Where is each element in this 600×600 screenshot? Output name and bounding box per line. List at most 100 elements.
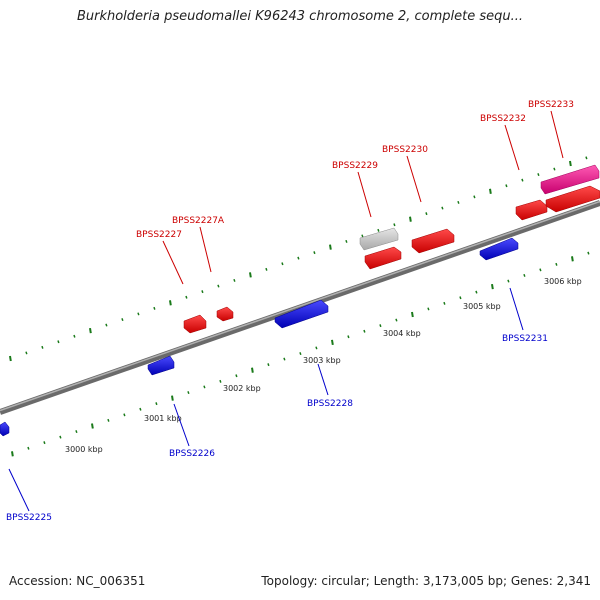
tick-mark xyxy=(281,262,284,266)
tick-mark xyxy=(425,212,428,216)
tick-mark xyxy=(379,324,382,328)
forward-gene-BPSS2229-b[interactable] xyxy=(364,246,402,270)
forward-gene-BPSS2233-b[interactable] xyxy=(545,185,600,213)
tick-mark xyxy=(347,335,350,339)
tick-mark xyxy=(297,256,300,260)
tick-mark xyxy=(201,290,204,294)
tick-mark xyxy=(329,244,332,250)
tick-mark xyxy=(377,228,380,232)
tick-mark xyxy=(185,295,188,299)
tick-mark xyxy=(363,329,366,333)
tick-mark xyxy=(9,355,12,362)
tick-mark xyxy=(427,307,430,311)
tick-mark xyxy=(459,296,462,300)
tick-mark xyxy=(331,339,334,346)
tick-mark xyxy=(153,306,156,310)
tick-mark xyxy=(521,178,524,182)
tick-mark xyxy=(203,385,206,389)
genome-summary-text: Topology: circular; Length: 3,173,005 bp… xyxy=(261,574,591,588)
scale-label-3002: 3002 kbp xyxy=(223,384,261,393)
tick-mark xyxy=(233,278,236,282)
chromosome-backbone xyxy=(0,200,600,415)
scale-label-3006: 3006 kbp xyxy=(544,277,582,286)
tick-mark xyxy=(267,363,270,367)
tick-mark xyxy=(443,301,446,305)
tick-mark xyxy=(27,446,30,450)
tick-mark xyxy=(523,273,526,277)
gene-label-BPSS2233[interactable]: BPSS2233 xyxy=(528,100,574,110)
gene-label-BPSS2226[interactable]: BPSS2226 xyxy=(169,449,215,459)
scale-label-3004: 3004 kbp xyxy=(383,329,421,338)
tick-mark xyxy=(235,374,238,378)
pseudo-gene-BPSS2229[interactable] xyxy=(359,227,399,251)
tick-mark xyxy=(169,300,172,306)
tick-mark xyxy=(91,423,94,429)
tick-mark xyxy=(11,451,14,457)
tick-mark xyxy=(585,156,588,160)
tick-mark xyxy=(43,441,46,445)
reverse-tick-track xyxy=(11,251,590,457)
tick-mark xyxy=(395,318,398,322)
tick-mark xyxy=(155,402,158,406)
tick-mark xyxy=(59,435,62,439)
reverse-gene-BPSS2231[interactable] xyxy=(479,237,519,261)
tick-mark xyxy=(345,239,348,243)
tick-mark xyxy=(187,391,190,395)
label-leader-lines xyxy=(8,110,564,512)
gene-label-BPSS2228[interactable]: BPSS2228 xyxy=(307,399,353,409)
tick-mark xyxy=(73,334,76,338)
forward-gene-BPSS2232[interactable] xyxy=(515,199,548,221)
forward-gene-BPSS2227A[interactable] xyxy=(216,306,234,322)
tick-mark xyxy=(217,284,220,288)
tick-mark xyxy=(441,206,444,210)
tick-mark xyxy=(105,323,108,327)
forward-gene-BPSS2230[interactable] xyxy=(411,228,455,254)
accession-text: Accession: NC_006351 xyxy=(9,574,146,588)
tick-mark xyxy=(587,251,590,255)
gene-label-BPSS2225[interactable]: BPSS2225 xyxy=(6,513,52,523)
gene-label-BPSS2227[interactable]: BPSS2227 xyxy=(136,230,182,240)
tick-mark xyxy=(489,188,492,194)
tick-mark xyxy=(171,395,174,401)
reverse-gene-BPSS2226[interactable] xyxy=(147,355,175,376)
tick-mark xyxy=(473,195,476,199)
tick-mark xyxy=(393,223,396,227)
tick-mark xyxy=(283,357,286,361)
tick-mark xyxy=(219,379,222,383)
tick-mark xyxy=(89,327,92,334)
gene-label-BPSS2232[interactable]: BPSS2232 xyxy=(480,114,526,124)
tick-mark xyxy=(569,160,572,167)
rna-gene-BPSS2233[interactable] xyxy=(540,164,600,195)
forward-gene-BPSS2227[interactable] xyxy=(183,314,207,334)
reverse-gene-BPSS2225[interactable] xyxy=(0,421,10,437)
tick-mark xyxy=(571,256,574,262)
forward-tick-track xyxy=(9,156,588,362)
tick-mark xyxy=(75,430,78,434)
tick-mark xyxy=(507,279,510,283)
tick-mark xyxy=(555,262,558,266)
tick-mark xyxy=(361,234,364,238)
tick-mark xyxy=(121,318,124,322)
tick-mark xyxy=(249,272,252,278)
gene-label-BPSS2227A[interactable]: BPSS2227A xyxy=(172,216,225,226)
tick-mark xyxy=(505,184,508,188)
tick-mark xyxy=(315,346,318,350)
tick-mark xyxy=(123,413,126,417)
reverse-gene-BPSS2228[interactable] xyxy=(274,299,329,329)
tick-mark xyxy=(457,200,460,204)
gene-label-BPSS2229[interactable]: BPSS2229 xyxy=(332,161,378,171)
tick-mark xyxy=(491,283,494,290)
tick-mark xyxy=(411,311,414,318)
tick-mark xyxy=(41,345,44,349)
gene-label-BPSS2230[interactable]: BPSS2230 xyxy=(382,145,428,155)
gene-label-BPSS2231[interactable]: BPSS2231 xyxy=(502,334,548,344)
tick-mark xyxy=(139,407,142,411)
tick-mark xyxy=(57,340,60,344)
tick-mark xyxy=(25,351,28,355)
tick-mark xyxy=(299,352,302,356)
tick-mark xyxy=(539,268,542,272)
tick-mark xyxy=(409,216,412,222)
genome-title: Burkholderia pseudomallei K96243 chromos… xyxy=(76,9,524,24)
tick-mark xyxy=(313,251,316,255)
